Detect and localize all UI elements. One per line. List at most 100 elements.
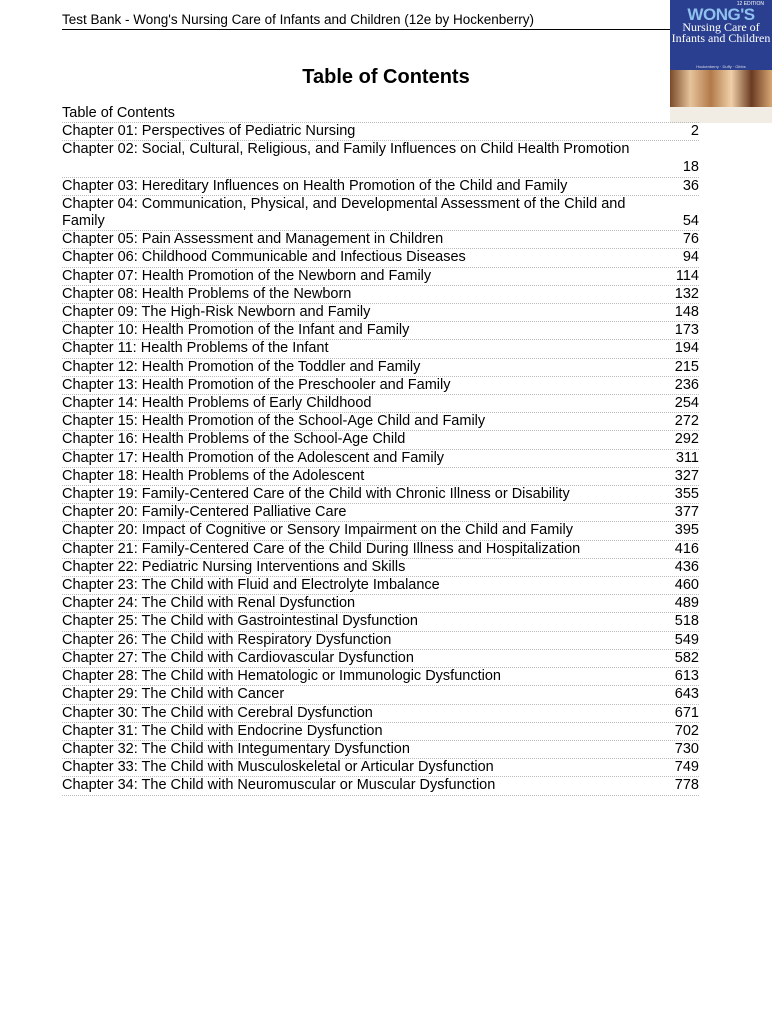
toc-entry-page[interactable]: 327	[674, 467, 699, 484]
toc-entry[interactable]: Chapter 17: Health Promotion of the Adol…	[62, 450, 699, 468]
toc-entry-title[interactable]: Chapter 22: Pediatric Nursing Interventi…	[62, 558, 406, 575]
toc-entry-title[interactable]: Chapter 34: The Child with Neuromuscular…	[62, 777, 496, 794]
toc-entry-title[interactable]: Chapter 32: The Child with Integumentary…	[62, 740, 410, 757]
toc-entry[interactable]: Chapter 12: Health Promotion of the Todd…	[62, 359, 699, 377]
toc-entry-page[interactable]: 236	[674, 376, 699, 393]
toc-entry-title[interactable]: Chapter 30: The Child with Cerebral Dysf…	[62, 704, 373, 721]
toc-entry-title[interactable]: Chapter 25: The Child with Gastrointesti…	[62, 613, 418, 630]
toc-entry[interactable]: Chapter 01: Perspectives of Pediatric Nu…	[62, 123, 699, 142]
toc-entry-title[interactable]: Chapter 20: Impact of Cognitive or Senso…	[62, 522, 573, 539]
toc-entry-title[interactable]: Chapter 27: The Child with Cardiovascula…	[62, 649, 414, 666]
toc-entry[interactable]: Chapter 14: Health Problems of Early Chi…	[62, 395, 699, 414]
toc-entry-title[interactable]: Chapter 19: Family-Centered Care of the …	[62, 486, 570, 503]
toc-entry[interactable]: Chapter 34: The Child with Neuromuscular…	[62, 777, 699, 796]
toc-entry[interactable]: Chapter 24: The Child with Renal Dysfunc…	[62, 595, 699, 614]
toc-entry[interactable]: Chapter 20: Impact of Cognitive or Senso…	[62, 522, 699, 541]
toc-entry-page[interactable]: 254	[674, 395, 699, 412]
toc-entry[interactable]: Chapter 25: The Child with Gastrointesti…	[62, 613, 699, 632]
toc-entry[interactable]: Chapter 31: The Child with Endocrine Dys…	[62, 723, 699, 741]
toc-entry-page[interactable]: 54	[682, 213, 699, 230]
toc-entry-title[interactable]: Chapter 14: Health Problems of Early Chi…	[62, 395, 372, 412]
toc-entry[interactable]: Chapter 04: Communication, Physical, and…	[62, 195, 699, 232]
toc-entry[interactable]: Chapter 02: Social, Cultural, Religious,…	[62, 141, 699, 178]
toc-entry-title[interactable]: Chapter 26: The Child with Respiratory D…	[62, 631, 392, 648]
toc-entry-page[interactable]: 730	[674, 740, 699, 757]
toc-entry-page[interactable]: 749	[674, 759, 699, 776]
toc-entry-page[interactable]: 76	[682, 231, 699, 248]
toc-entry-title[interactable]: Chapter 12: Health Promotion of the Todd…	[62, 358, 421, 375]
toc-entry[interactable]: Chapter 28: The Child with Hematologic o…	[62, 668, 699, 687]
toc-entry-title[interactable]: Chapter 04: Communication, Physical, and…	[62, 195, 626, 230]
toc-entry-title[interactable]: Chapter 16: Health Problems of the Schoo…	[62, 431, 406, 448]
toc-entry[interactable]: Chapter 10: Health Promotion of the Infa…	[62, 322, 699, 341]
toc-entry[interactable]: Chapter 21: Family-Centered Care of the …	[62, 541, 699, 559]
toc-entry[interactable]: Chapter 19: Family-Centered Care of the …	[62, 486, 699, 505]
toc-entry-title[interactable]: Chapter 05: Pain Assessment and Manageme…	[62, 231, 444, 248]
toc-entry-page[interactable]: 582	[674, 649, 699, 666]
toc-entry[interactable]: Chapter 11: Health Problems of the Infan…	[62, 340, 699, 359]
toc-entry[interactable]: Chapter 32: The Child with Integumentary…	[62, 740, 699, 760]
toc-entry-page[interactable]: 194	[674, 340, 699, 357]
toc-entry-page[interactable]: 518	[674, 613, 699, 630]
toc-entry-title[interactable]: Chapter 31: The Child with Endocrine Dys…	[62, 722, 383, 739]
toc-entry[interactable]: Chapter 16: Health Problems of the Schoo…	[62, 431, 699, 450]
toc-entry-title[interactable]: Chapter 02: Social, Cultural, Religious,…	[62, 141, 630, 158]
toc-entry-page[interactable]: 395	[674, 522, 699, 539]
toc-entry[interactable]: Chapter 20: Family-Centered Palliative C…	[62, 504, 699, 523]
toc-entry-page[interactable]: 173	[674, 322, 699, 339]
toc-entry-title[interactable]: Chapter 15: Health Promotion of the Scho…	[62, 413, 486, 430]
toc-entry[interactable]: Chapter 18: Health Problems of the Adole…	[62, 467, 699, 487]
toc-entry-title[interactable]: Chapter 33: The Child with Musculoskelet…	[62, 759, 494, 776]
toc-entry[interactable]: Chapter 33: The Child with Musculoskelet…	[62, 759, 699, 778]
toc-entry[interactable]: Chapter 13: Health Promotion of the Pres…	[62, 376, 699, 396]
toc-entry-page[interactable]: 36	[682, 177, 699, 194]
toc-entry-page[interactable]: 460	[674, 577, 699, 594]
toc-entry-title[interactable]: Chapter 17: Health Promotion of the Adol…	[62, 449, 445, 466]
toc-entry[interactable]: Chapter 29: The Child with Cancer 643	[62, 686, 699, 705]
toc-entry-title[interactable]: Chapter 10: Health Promotion of the Infa…	[62, 322, 410, 339]
toc-entry-page[interactable]: 148	[674, 304, 699, 321]
toc-entry[interactable]: Chapter 05: Pain Assessment and Manageme…	[62, 231, 699, 250]
toc-entry[interactable]: Chapter 26: The Child with Respiratory D…	[62, 632, 699, 650]
toc-entry-page[interactable]: 702	[674, 722, 699, 739]
toc-entry-title[interactable]: Chapter 21: Family-Centered Care of the …	[62, 540, 581, 557]
toc-entry-page[interactable]: 643	[674, 686, 699, 703]
toc-entry-page[interactable]: 489	[674, 595, 699, 612]
toc-entry-title[interactable]: Chapter 13: Health Promotion of the Pres…	[62, 376, 451, 393]
toc-entry[interactable]: Chapter 09: The High-Risk Newborn and Fa…	[62, 304, 699, 323]
toc-entry-page[interactable]: 549	[674, 631, 699, 648]
toc-entry-page[interactable]: 671	[674, 704, 699, 721]
toc-entry[interactable]: Chapter 07: Health Promotion of the Newb…	[62, 268, 699, 286]
toc-entry-title[interactable]: Chapter 07: Health Promotion of the Newb…	[62, 267, 432, 284]
toc-entry-page[interactable]: 2	[690, 123, 699, 140]
toc-entry-page[interactable]: 436	[674, 558, 699, 575]
toc-entry[interactable]: Chapter 06: Childhood Communicable and I…	[62, 249, 699, 268]
toc-entry-page[interactable]: 94	[682, 249, 699, 266]
toc-entry-title[interactable]: Chapter 28: The Child with Hematologic o…	[62, 668, 501, 685]
toc-entry[interactable]: Chapter 23: The Child with Fluid and Ele…	[62, 577, 699, 596]
toc-entry-page[interactable]: 272	[674, 413, 699, 430]
toc-entry-page[interactable]: 377	[674, 504, 699, 521]
toc-entry-title[interactable]: Chapter 03: Hereditary Influences on Hea…	[62, 177, 568, 194]
toc-entry[interactable]: Chapter 03: Hereditary Influences on Hea…	[62, 178, 699, 196]
toc-entry-title[interactable]: Chapter 29: The Child with Cancer	[62, 686, 285, 703]
toc-entry-title[interactable]: Chapter 20: Family-Centered Palliative C…	[62, 504, 347, 521]
toc-entry[interactable]: Chapter 30: The Child with Cerebral Dysf…	[62, 705, 699, 723]
toc-entry-title[interactable]: Chapter 11: Health Problems of the Infan…	[62, 340, 329, 357]
toc-entry-title[interactable]: Chapter 24: The Child with Renal Dysfunc…	[62, 595, 356, 612]
toc-entry-page[interactable]: 132	[674, 285, 699, 302]
toc-entry-page[interactable]: 292	[674, 431, 699, 448]
toc-entry-title[interactable]: Chapter 01: Perspectives of Pediatric Nu…	[62, 123, 356, 140]
toc-entry-page[interactable]: 311	[675, 449, 699, 466]
toc-entry[interactable]: Chapter 15: Health Promotion of the Scho…	[62, 413, 699, 432]
toc-entry-page[interactable]: 355	[674, 486, 699, 503]
toc-entry-title[interactable]: Chapter 23: The Child with Fluid and Ele…	[62, 577, 440, 594]
toc-entry-title[interactable]: Chapter 08: Health Problems of the Newbo…	[62, 285, 352, 302]
toc-entry-page[interactable]: 114	[675, 267, 699, 284]
toc-entry[interactable]: Chapter 22: Pediatric Nursing Interventi…	[62, 558, 699, 578]
toc-entry-page[interactable]: 613	[674, 668, 699, 685]
toc-entry[interactable]: Chapter 27: The Child with Cardiovascula…	[62, 649, 699, 669]
toc-entry-page[interactable]: 416	[674, 540, 699, 557]
toc-entry-title[interactable]: Chapter 18: Health Problems of the Adole…	[62, 467, 365, 484]
toc-entry-title[interactable]: Chapter 06: Childhood Communicable and I…	[62, 249, 466, 266]
